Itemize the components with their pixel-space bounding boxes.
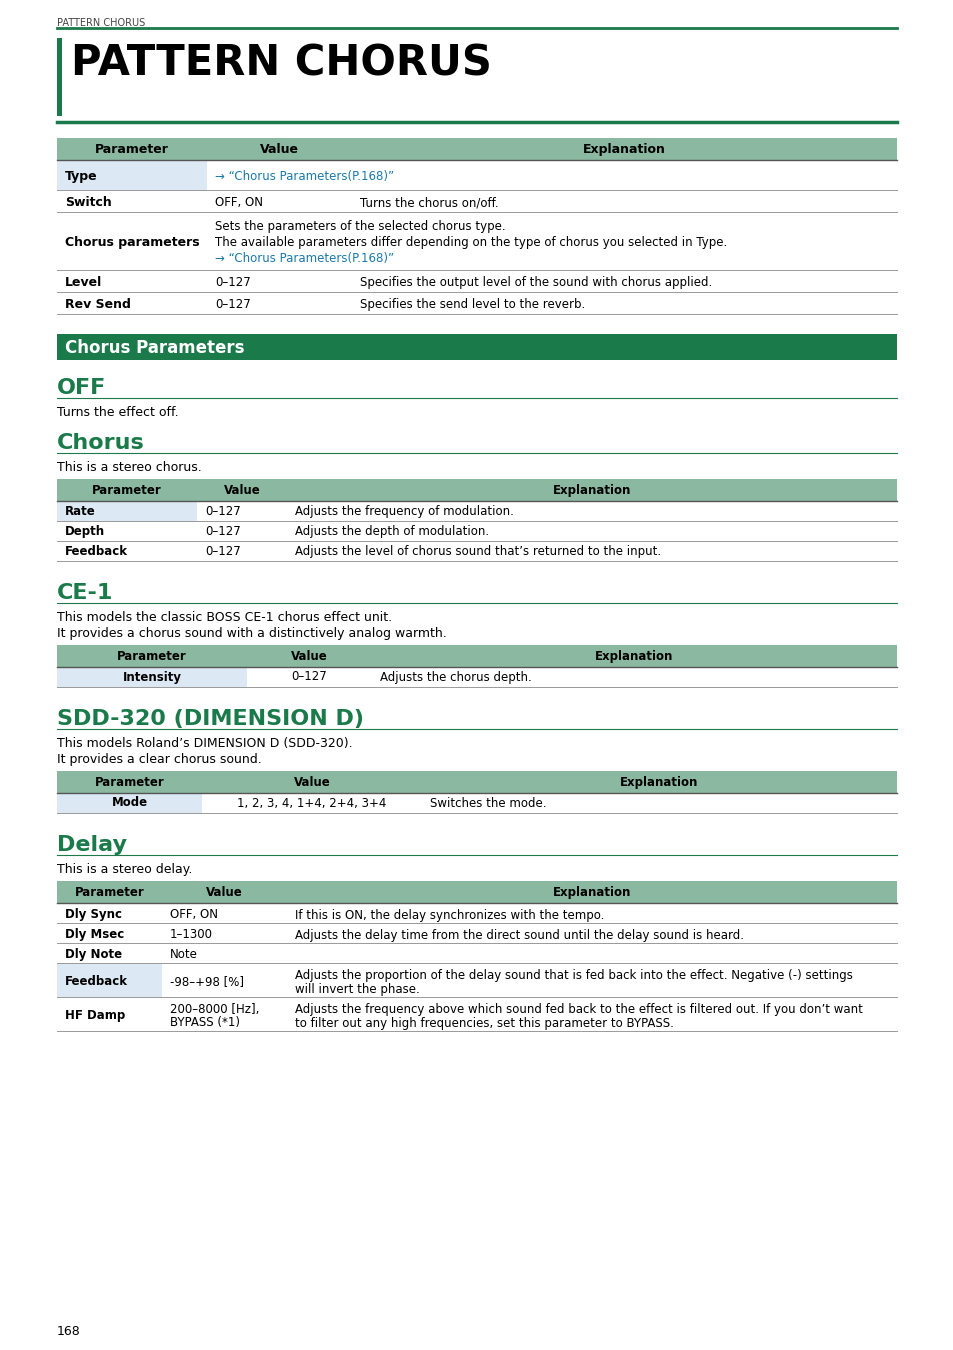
Text: Explanation: Explanation [595, 649, 673, 663]
Text: Feedback: Feedback [65, 545, 128, 558]
Text: 0–127: 0–127 [292, 671, 327, 683]
Text: Type: Type [65, 170, 97, 184]
Bar [57, 161, 207, 190]
Text: It provides a clear chorus sound.: It provides a clear chorus sound. [57, 753, 261, 765]
Text: Note: Note [170, 948, 197, 961]
Text: Dly Msec: Dly Msec [65, 927, 124, 941]
Text: to filter out any high frequencies, set this parameter to BYPASS.: to filter out any high frequencies, set … [294, 1017, 673, 1030]
Text: will invert the phase.: will invert the phase. [294, 983, 419, 996]
Text: -98–+98 [%]: -98–+98 [%] [170, 975, 244, 988]
Text: Adjusts the proportion of the delay sound that is fed back into the effect. Nega: Adjusts the proportion of the delay soun… [294, 969, 852, 981]
Text: Rev Send: Rev Send [65, 298, 131, 311]
Text: Intensity: Intensity [122, 671, 181, 683]
Text: Feedback: Feedback [65, 975, 128, 988]
Text: Adjusts the level of chorus sound that’s returned to the input.: Adjusts the level of chorus sound that’s… [294, 545, 660, 558]
Text: HF Damp: HF Damp [65, 1008, 125, 1022]
Text: Explanation: Explanation [552, 485, 631, 497]
Text: Depth: Depth [65, 525, 105, 539]
Text: Turns the chorus on/off.: Turns the chorus on/off. [359, 196, 498, 209]
Bar [57, 792, 202, 813]
Text: Explanation: Explanation [552, 886, 631, 899]
Text: CE-1: CE-1 [57, 583, 113, 603]
Bar [57, 479, 896, 501]
Bar [57, 963, 162, 998]
Text: Parameter: Parameter [117, 649, 187, 663]
Text: Switches the mode.: Switches the mode. [430, 796, 546, 810]
Text: OFF, ON: OFF, ON [214, 196, 263, 209]
Text: Chorus parameters: Chorus parameters [65, 236, 199, 248]
Text: It provides a chorus sound with a distinctively analog warmth.: It provides a chorus sound with a distin… [57, 626, 446, 640]
Text: Mode: Mode [112, 796, 148, 810]
Text: 0–127: 0–127 [205, 505, 240, 518]
Text: If this is ON, the delay synchronizes with the tempo.: If this is ON, the delay synchronizes wi… [294, 909, 604, 922]
Text: PATTERN CHORUS: PATTERN CHORUS [57, 18, 145, 28]
Text: 200–8000 [Hz],: 200–8000 [Hz], [170, 1003, 259, 1017]
Text: Adjusts the chorus depth.: Adjusts the chorus depth. [379, 671, 531, 684]
Bar [57, 138, 896, 161]
Text: 168: 168 [57, 1324, 81, 1338]
Bar [57, 882, 896, 903]
Text: Dly Sync: Dly Sync [65, 909, 122, 921]
Text: This models the classic BOSS CE-1 chorus effect unit.: This models the classic BOSS CE-1 chorus… [57, 612, 392, 624]
Text: Chorus Parameters: Chorus Parameters [65, 339, 244, 356]
Text: This is a stereo delay.: This is a stereo delay. [57, 863, 193, 876]
Text: Specifies the output level of the sound with chorus applied.: Specifies the output level of the sound … [359, 275, 712, 289]
Text: Adjusts the depth of modulation.: Adjusts the depth of modulation. [294, 525, 489, 539]
Text: Value: Value [260, 143, 298, 157]
Text: Explanation: Explanation [619, 776, 698, 788]
Text: Explanation: Explanation [582, 143, 665, 157]
Text: Rate: Rate [65, 505, 95, 518]
Text: 0–127: 0–127 [205, 545, 240, 558]
Text: Parameter: Parameter [94, 776, 164, 788]
Text: Adjusts the frequency above which sound fed back to the effect is filtered out. : Adjusts the frequency above which sound … [294, 1003, 862, 1017]
Bar [57, 645, 896, 667]
Text: 0–127: 0–127 [214, 298, 251, 311]
Text: Adjusts the delay time from the direct sound until the delay sound is heard.: Adjusts the delay time from the direct s… [294, 929, 743, 942]
Bar [57, 501, 196, 521]
Text: OFF, ON: OFF, ON [170, 909, 218, 921]
Text: → “Chorus Parameters(P.168)”: → “Chorus Parameters(P.168)” [214, 170, 394, 184]
Text: Parameter: Parameter [92, 485, 162, 497]
Text: 1, 2, 3, 4, 1+4, 2+4, 3+4: 1, 2, 3, 4, 1+4, 2+4, 3+4 [237, 796, 386, 810]
Text: The available parameters differ depending on the type of chorus you selected in : The available parameters differ dependin… [214, 236, 726, 248]
Text: Sets the parameters of the selected chorus type.: Sets the parameters of the selected chor… [214, 220, 505, 234]
Text: Value: Value [223, 485, 260, 497]
Text: This models Roland’s DIMENSION D (SDD-320).: This models Roland’s DIMENSION D (SDD-32… [57, 737, 353, 751]
Text: Switch: Switch [65, 196, 112, 209]
Text: Dly Note: Dly Note [65, 948, 122, 961]
Text: → “Chorus Parameters(P.168)”: → “Chorus Parameters(P.168)” [214, 252, 394, 265]
Text: Level: Level [65, 275, 102, 289]
Text: Value: Value [291, 649, 328, 663]
Text: This is a stereo chorus.: This is a stereo chorus. [57, 460, 201, 474]
Text: SDD-320 (DIMENSION D): SDD-320 (DIMENSION D) [57, 709, 364, 729]
Text: Parameter: Parameter [95, 143, 169, 157]
Text: Specifies the send level to the reverb.: Specifies the send level to the reverb. [359, 298, 584, 311]
Text: BYPASS (*1): BYPASS (*1) [170, 1017, 240, 1029]
Bar [57, 771, 896, 792]
Text: 1–1300: 1–1300 [170, 927, 213, 941]
Text: Value: Value [206, 886, 243, 899]
Text: 0–127: 0–127 [205, 525, 240, 539]
Bar [57, 333, 896, 360]
Text: Turns the effect off.: Turns the effect off. [57, 406, 178, 418]
Text: Delay: Delay [57, 836, 127, 855]
Text: Parameter: Parameter [74, 886, 144, 899]
Text: PATTERN CHORUS: PATTERN CHORUS [71, 42, 492, 84]
Text: 0–127: 0–127 [214, 275, 251, 289]
Text: Chorus: Chorus [57, 433, 145, 454]
Text: Value: Value [294, 776, 330, 788]
Text: Adjusts the frequency of modulation.: Adjusts the frequency of modulation. [294, 505, 514, 518]
Text: OFF: OFF [57, 378, 106, 398]
Bar [57, 38, 62, 116]
Bar [57, 667, 247, 687]
